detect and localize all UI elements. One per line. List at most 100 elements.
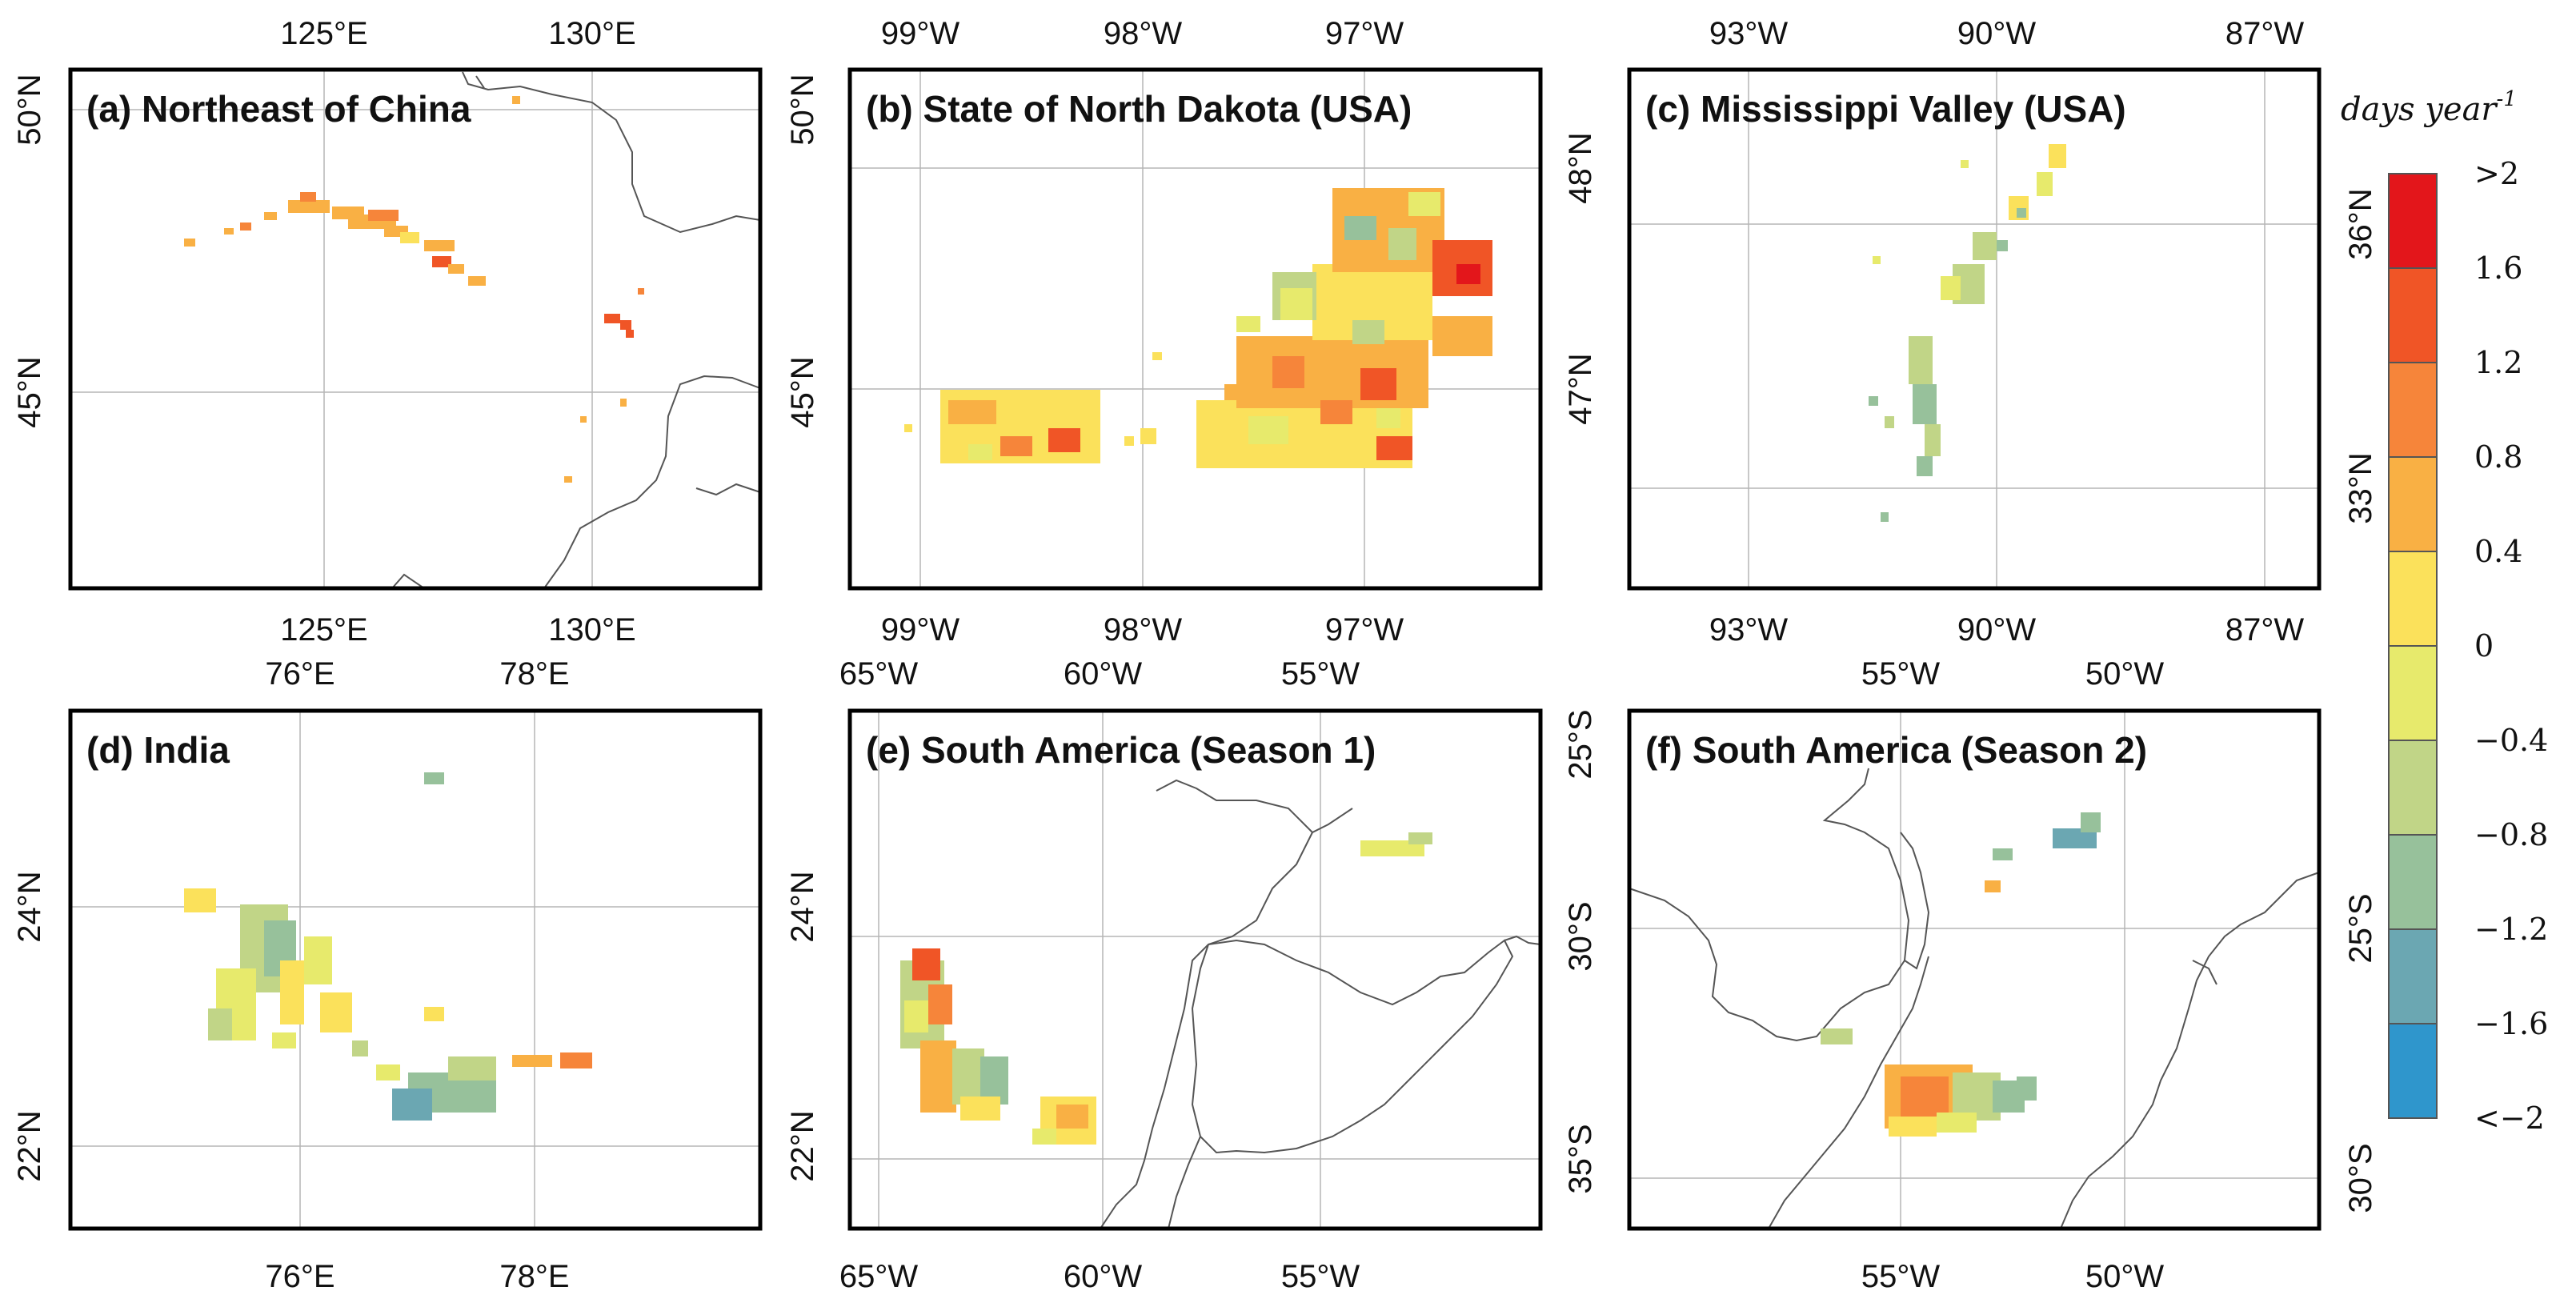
panel-e: 65°W 60°W 55°W 65°W 60°W 55°W 25°S 30°S … bbox=[839, 656, 1598, 1294]
panel-a: 125°E 130°E 125°E 130°E 50°N 45°N 50°N 4… bbox=[12, 16, 820, 647]
panel-f-pixels bbox=[1821, 812, 2101, 1137]
panel-e-right-tick-3: 35°S bbox=[1563, 1124, 1598, 1193]
panel-e-frame bbox=[847, 708, 1543, 1231]
panel-c-top-tick-3: 87°W bbox=[2225, 16, 2304, 51]
panel-f-right-tick-2: 30°S bbox=[2343, 1143, 2378, 1213]
colorbar-swatch bbox=[2388, 551, 2438, 647]
panel-a-frame bbox=[68, 67, 763, 591]
panel-f-top-tick-1: 55°W bbox=[1861, 656, 1940, 692]
panel-d-frame bbox=[68, 708, 763, 1231]
panel-c-frame bbox=[1627, 67, 2322, 591]
panel-b: 99°W 98°W 97°W 99°W 98°W 97°W 48°N 47°N bbox=[847, 16, 1598, 647]
panel-a-borders bbox=[391, 71, 761, 589]
panel-d-pixels bbox=[184, 772, 592, 1121]
panel-d-bottom-tick-1: 76°E bbox=[265, 1259, 335, 1294]
panel-e-borders bbox=[1100, 779, 1541, 1229]
colorbar-tick-label: 0.4 bbox=[2474, 534, 2522, 569]
colorbar-tick-label: −1.6 bbox=[2474, 1006, 2548, 1041]
panel-a-pixels bbox=[184, 96, 644, 483]
panel-e-bottom-tick-3: 55°W bbox=[1281, 1259, 1360, 1294]
panel-c-gridlines bbox=[1629, 70, 2319, 588]
panel-b-title: (b) State of North Dakota (USA) bbox=[866, 88, 1412, 130]
colorbar-tick-label: −1.2 bbox=[2474, 912, 2548, 947]
colorbar-tick-label: 1.2 bbox=[2474, 345, 2522, 380]
panel-b-bottom-tick-3: 97°W bbox=[1325, 612, 1404, 647]
colorbar: days year-1 >2 1.6 1.2 0.8 0.4 0 −0.4 −0.8 −1.2 −… bbox=[2341, 87, 2548, 1136]
colorbar-swatch bbox=[2388, 740, 2438, 836]
panel-b-top-tick-2: 98°W bbox=[1104, 16, 1182, 51]
panel-f-bottom-tick-1: 55°W bbox=[1861, 1259, 1940, 1294]
panel-d-left-tick-2: 22°N bbox=[12, 1110, 47, 1181]
panel-c-bottom-tick-1: 93°W bbox=[1709, 612, 1788, 647]
panel-a-right-tick-1: 50°N bbox=[785, 74, 820, 145]
panel-b-crop-mass bbox=[904, 188, 1492, 468]
panel-a-top-tick-2: 130°E bbox=[548, 16, 635, 51]
panel-b-top-tick-1: 99°W bbox=[881, 16, 959, 51]
colorbar-tick-label: >2 bbox=[2474, 156, 2519, 191]
colorbar-swatch bbox=[2388, 928, 2438, 1024]
panel-d-left-tick-1: 24°N bbox=[12, 871, 47, 942]
colorbar-tick-label: −0.4 bbox=[2474, 723, 2548, 758]
panel-c-bottom-tick-2: 90°W bbox=[1957, 612, 2036, 647]
panel-c-right-tick-1: 36°N bbox=[2343, 188, 2378, 259]
colorbar-swatch bbox=[2388, 1023, 2438, 1119]
panel-f-bottom-tick-2: 50°W bbox=[2085, 1259, 2164, 1294]
colorbar-swatch bbox=[2388, 267, 2438, 363]
colorbar-tick-label: 1.6 bbox=[2474, 251, 2522, 286]
panel-f-frame bbox=[1627, 708, 2322, 1231]
colorbar-tick-label: <−2 bbox=[2474, 1101, 2545, 1136]
colorbar-swatch bbox=[2388, 173, 2438, 269]
panel-d-top-tick-1: 76°E bbox=[265, 656, 335, 692]
panel-c: 93°W 90°W 87°W 93°W 90°W 87°W 36°N 33°N bbox=[1627, 16, 2378, 647]
colorbar-title-text: days year bbox=[2341, 91, 2498, 128]
colorbar-swatches bbox=[2388, 173, 2438, 1119]
panel-a-left-tick-1: 50°N bbox=[12, 74, 47, 145]
panel-f-title: (f) South America (Season 2) bbox=[1645, 729, 2147, 771]
panel-d: 76°E 78°E 76°E 78°E 24°N 22°N 24°N 22°N bbox=[12, 656, 820, 1294]
panel-f-borders bbox=[1629, 768, 2320, 1229]
colorbar-swatch bbox=[2388, 834, 2438, 930]
colorbar-labels: >2 1.6 1.2 0.8 0.4 0 −0.4 −0.8 −1.2 −1.6 <−2 bbox=[2474, 156, 2548, 1136]
colorbar-swatch bbox=[2388, 362, 2438, 458]
panel-b-right-tick-2: 47°N bbox=[1563, 353, 1598, 424]
colorbar-swatch bbox=[2388, 645, 2438, 741]
panel-c-title: (c) Mississippi Valley (USA) bbox=[1645, 88, 2126, 130]
panel-b-top-tick-3: 97°W bbox=[1325, 16, 1404, 51]
colorbar-tick-label: −0.8 bbox=[2474, 817, 2548, 852]
colorbar-tick-label: 0 bbox=[2474, 628, 2494, 664]
panel-b-bottom-tick-1: 99°W bbox=[881, 612, 959, 647]
colorbar-outline bbox=[2388, 173, 2438, 1119]
panel-e-top-tick-2: 60°W bbox=[1064, 656, 1142, 692]
panel-e-right-tick-1: 25°S bbox=[1563, 709, 1598, 779]
panel-b-bottom-tick-2: 98°W bbox=[1104, 612, 1182, 647]
panel-e-top-tick-1: 65°W bbox=[839, 656, 918, 692]
panel-a-right-tick-2: 45°N bbox=[785, 356, 820, 427]
panel-a-bottom-tick-2: 130°E bbox=[548, 612, 635, 647]
panel-b-right-tick-1: 48°N bbox=[1563, 132, 1598, 203]
panel-e-title: (e) South America (Season 1) bbox=[866, 729, 1376, 771]
panel-f: 55°W 50°W 55°W 50°W 25°S 30°S bbox=[1627, 656, 2378, 1294]
panel-c-top-tick-2: 90°W bbox=[1957, 16, 2036, 51]
panel-c-top-tick-1: 93°W bbox=[1709, 16, 1788, 51]
panel-c-pixels bbox=[1869, 144, 2066, 522]
panel-f-top-tick-2: 50°W bbox=[2085, 656, 2164, 692]
panel-d-title: (d) India bbox=[86, 729, 230, 771]
colorbar-tick-label: 0.8 bbox=[2474, 439, 2522, 475]
panel-f-gridlines bbox=[1629, 711, 2319, 1229]
panel-e-top-tick-3: 55°W bbox=[1281, 656, 1360, 692]
panel-b-frame bbox=[847, 67, 1543, 591]
panel-a-top-tick-1: 125°E bbox=[280, 16, 367, 51]
panel-a-gridlines bbox=[70, 70, 760, 588]
panel-d-bottom-tick-2: 78°E bbox=[499, 1259, 569, 1294]
colorbar-swatch bbox=[2388, 456, 2438, 552]
colorbar-title: days year-1 bbox=[2341, 87, 2517, 128]
panel-c-right-tick-2: 33°N bbox=[2343, 452, 2378, 523]
panel-d-top-tick-2: 78°E bbox=[499, 656, 569, 692]
panel-a-bottom-tick-1: 125°E bbox=[280, 612, 367, 647]
panel-e-right-tick-2: 30°S bbox=[1563, 901, 1598, 971]
panel-e-bottom-tick-1: 65°W bbox=[839, 1259, 918, 1294]
panel-a-left-tick-2: 45°N bbox=[12, 356, 47, 427]
colorbar-title-superscript: -1 bbox=[2497, 87, 2517, 111]
panel-d-right-tick-1: 24°N bbox=[785, 871, 820, 942]
